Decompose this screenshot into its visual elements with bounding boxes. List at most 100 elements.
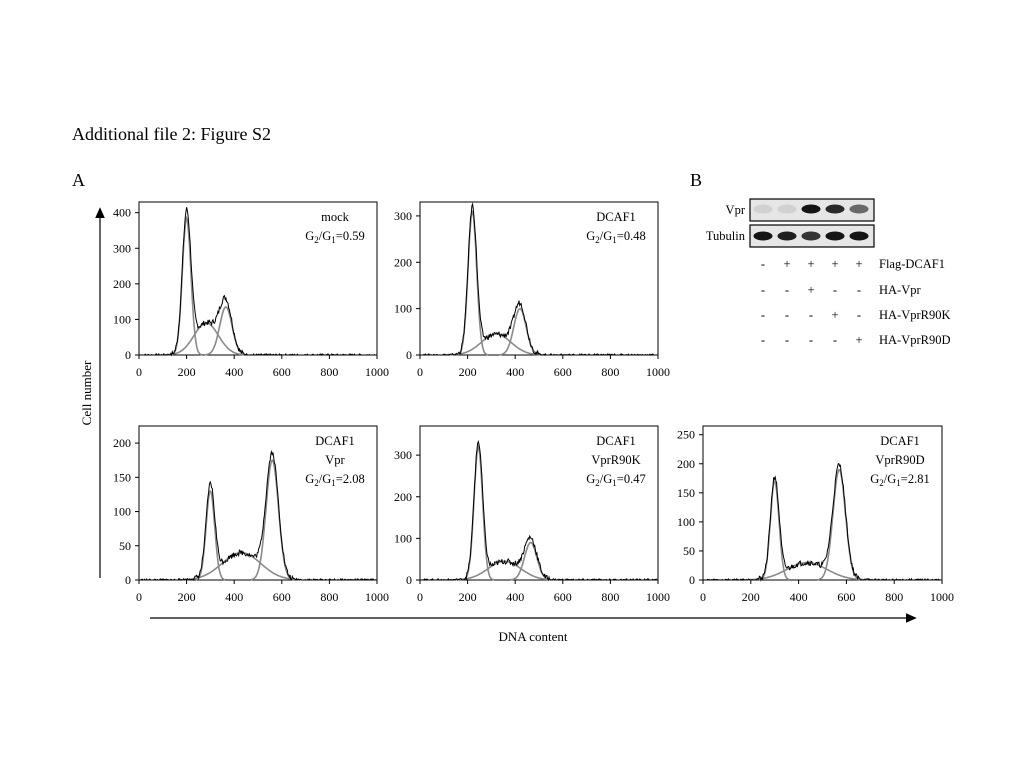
x-tick-label: 600 (554, 365, 572, 379)
blot-band (825, 204, 845, 214)
histogram-line (421, 439, 658, 582)
fit-component-2 (204, 306, 248, 356)
blot-band (849, 204, 869, 214)
histogram-plot-3: 0 200 400 600 800 1000 0 50 100 150 200 DCAF1 Vpr G2/… (113, 425, 389, 604)
fit-component-2 (817, 468, 862, 581)
fit-component-2 (510, 541, 552, 581)
x-tick-label: 200 (742, 590, 760, 604)
plot-label-line: DCAF1 (596, 210, 636, 224)
x-tick-label: 600 (554, 590, 572, 604)
condition-sign: + (807, 257, 814, 271)
y-tick-label: 100 (394, 302, 412, 316)
condition-sign: - (785, 308, 789, 322)
plot-label-line: mock (321, 210, 350, 224)
blot-band (849, 231, 869, 241)
condition-sign: - (761, 283, 765, 297)
x-tick-label: 800 (320, 365, 338, 379)
plot-label-line: VprR90D (875, 453, 924, 467)
y-tick-label: 200 (394, 490, 412, 504)
y-tick-label: 0 (125, 573, 131, 587)
y-tick-label: 0 (125, 348, 131, 362)
condition-sign: + (831, 257, 838, 271)
histogram-line (421, 202, 657, 356)
panel-b-letter: B (690, 170, 703, 190)
histogram-line (140, 449, 376, 581)
g2-g1-ratio: G2/G1=0.48 (586, 229, 645, 245)
x-tick-label: 600 (273, 365, 291, 379)
g2-g1-ratio: G2/G1=0.59 (305, 229, 364, 245)
figure-title: Additional file 2: Figure S2 (72, 124, 271, 144)
fit-component-1 (195, 490, 226, 581)
y-tick-label: 250 (677, 428, 695, 442)
condition-sign: + (783, 257, 790, 271)
condition-sign: + (831, 308, 838, 322)
histogram-line (140, 207, 376, 357)
y-tick-label: 100 (677, 515, 695, 529)
x-tick-label: 1000 (646, 590, 670, 604)
fit-component-1 (759, 480, 790, 581)
blot-row-label: Tubulin (706, 229, 746, 243)
plot-label-line: VprR90K (591, 453, 640, 467)
y-tick-label: 100 (113, 312, 131, 326)
x-tick-label: 200 (459, 365, 477, 379)
condition-sign: - (761, 257, 765, 271)
g2-g1-ratio: G2/G1=2.81 (870, 472, 929, 488)
condition-sign: - (857, 283, 861, 297)
x-tick-label: 800 (601, 590, 619, 604)
y-tick-label: 150 (113, 470, 131, 484)
g2-g1-ratio: G2/G1=2.08 (305, 472, 364, 488)
plot-frame (138, 425, 378, 581)
y-tick-label: 200 (394, 255, 412, 269)
blot-band (777, 231, 797, 241)
plot-label-line: DCAF1 (596, 434, 636, 448)
y-tick-label: 300 (113, 241, 131, 255)
fit-component-3 (745, 561, 868, 581)
plot-frame (138, 201, 378, 356)
condition-sign: - (857, 308, 861, 322)
blot-band (825, 231, 845, 241)
y-tick-label: 300 (394, 209, 412, 223)
x-tick-label: 200 (459, 590, 477, 604)
condition-sign: - (761, 333, 765, 347)
g2-g1-ratio: G2/G1=0.47 (586, 472, 645, 488)
plot-frame (702, 425, 943, 581)
x-axis-title: DNA content (499, 629, 568, 644)
condition-sign: - (785, 333, 789, 347)
panel-a-letter: A (72, 170, 85, 190)
histogram-plot-2: 0 200 400 600 800 1000 0 100 200 300 DCAF1 G2/G1=0.… (394, 201, 670, 379)
y-tick-label: 0 (406, 573, 412, 587)
histogram-plot-1: 0 200 400 600 800 1000 0 100 200 300 400 mock G2/G1=… (113, 201, 389, 379)
condition-sign: - (785, 283, 789, 297)
x-tick-label: 0 (417, 365, 423, 379)
y-tick-label: 400 (113, 206, 131, 220)
condition-sign: - (809, 308, 813, 322)
x-tick-label: 800 (601, 365, 619, 379)
blot-band (801, 204, 821, 214)
y-tick-label: 50 (683, 544, 695, 558)
fit-component-1 (462, 444, 495, 581)
condition-sign: + (855, 257, 862, 271)
y-tick-label: 100 (113, 505, 131, 519)
x-tick-label: 400 (790, 590, 808, 604)
x-tick-label: 600 (837, 590, 855, 604)
y-tick-label: 50 (119, 539, 131, 553)
x-tick-label: 200 (178, 365, 196, 379)
condition-sign: + (855, 333, 862, 347)
condition-sign: + (807, 283, 814, 297)
fit-component-1 (456, 209, 489, 356)
x-tick-label: 0 (700, 590, 706, 604)
x-tick-label: 400 (506, 365, 524, 379)
condition-name: HA-Vpr (879, 283, 921, 297)
blot-row-label: Vpr (726, 203, 746, 217)
x-tick-label: 600 (273, 590, 291, 604)
x-tick-label: 400 (225, 590, 243, 604)
plot-frame (419, 201, 659, 356)
y-tick-label: 0 (406, 348, 412, 362)
plot-label-line: DCAF1 (880, 434, 920, 448)
y-axis-title: Cell number (79, 360, 94, 425)
y-tick-label: 200 (113, 436, 131, 450)
plot-label-line: DCAF1 (315, 434, 355, 448)
x-tick-label: 0 (136, 365, 142, 379)
